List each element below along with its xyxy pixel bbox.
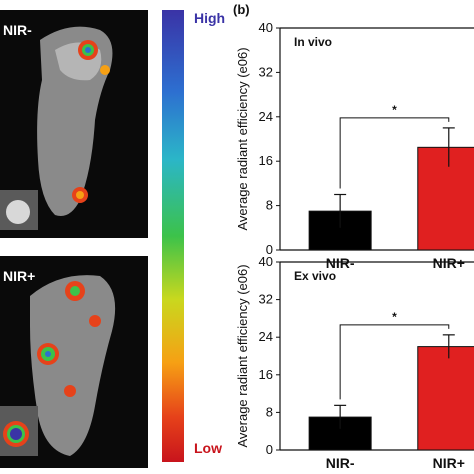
bar-nir- — [417, 146, 474, 251]
y-tick-label: 24 — [259, 329, 273, 344]
category-label: NIR+ — [433, 455, 465, 471]
y-axis-title: Average radiant efficiency (e06) — [235, 264, 250, 447]
y-tick-label: 8 — [266, 404, 273, 419]
bar-nir- — [417, 346, 474, 451]
image-label-nir-plus: NIR+ — [3, 268, 36, 284]
colorbar-low-label: Low — [194, 440, 222, 456]
y-tick-label: 32 — [259, 64, 273, 79]
significance-marker: * — [392, 103, 397, 117]
colorbar-high-label: High — [194, 10, 226, 26]
significance-bracket — [339, 324, 450, 400]
panel-annotation: Ex vivo — [294, 269, 336, 283]
y-tick-label: 8 — [266, 198, 273, 213]
panel-annotation: In vivo — [294, 35, 332, 49]
significance-marker: * — [392, 310, 397, 324]
fluorescence-image-nir-plus: NIR+ — [0, 256, 148, 468]
category-label: NIR- — [326, 455, 355, 471]
image-label-nir-minus: NIR- — [3, 22, 32, 38]
y-tick-label: 0 — [266, 242, 273, 257]
panel-letter: (b) — [233, 2, 250, 17]
mouse-image-top — [0, 26, 113, 230]
y-tick-label: 32 — [259, 292, 273, 307]
y-tick-label: 16 — [259, 367, 273, 382]
category-label: NIR- — [326, 255, 355, 271]
y-tick-label: 24 — [259, 109, 273, 124]
y-axis-title: Average radiant efficiency (e06) — [235, 47, 250, 230]
category-label: NIR+ — [433, 255, 465, 271]
significance-bracket — [339, 117, 450, 189]
y-tick-label: 40 — [259, 254, 273, 269]
mouse-image-bottom — [0, 275, 116, 456]
y-tick-label: 40 — [259, 20, 273, 35]
y-tick-label: 16 — [259, 153, 273, 168]
y-tick-label: 0 — [266, 442, 273, 457]
fluorescence-image-nir-minus: NIR- — [0, 10, 148, 238]
colorbar — [162, 10, 184, 462]
